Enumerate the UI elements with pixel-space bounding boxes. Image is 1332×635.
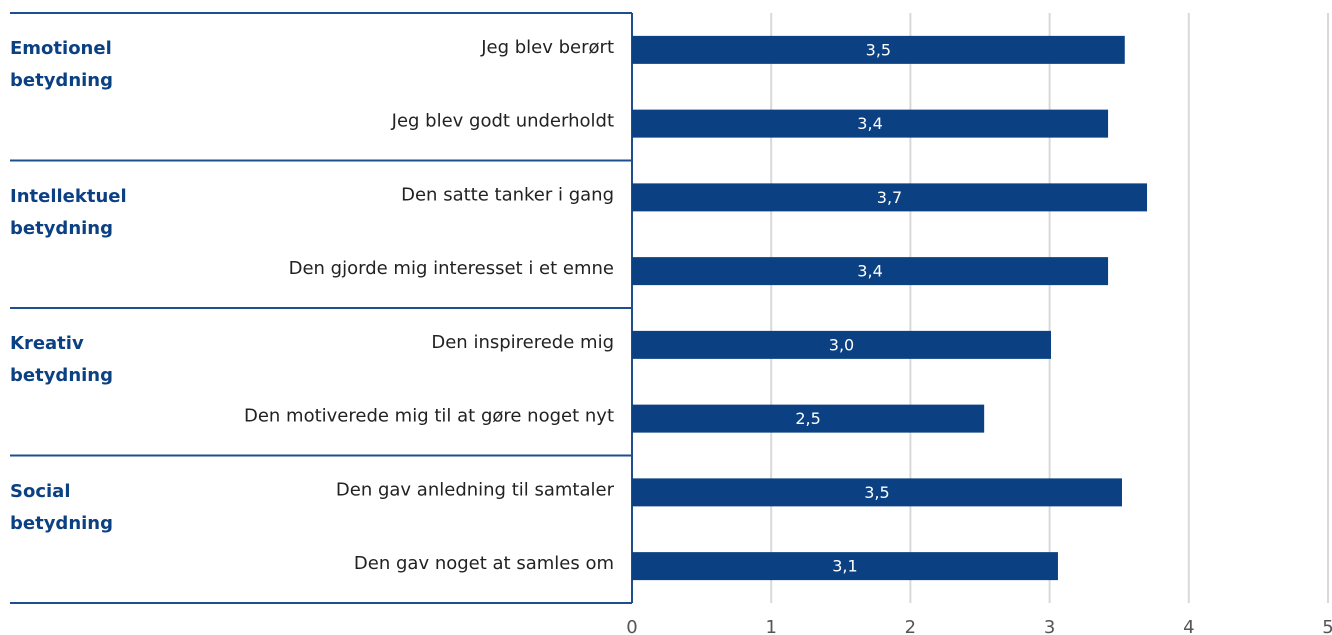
group-label: Emotionel betydning (10, 38, 113, 91)
x-tick-label: 2 (905, 617, 916, 635)
value-label: 3,0 (829, 335, 854, 354)
x-tick-label: 0 (626, 617, 637, 635)
bar (632, 478, 1122, 507)
bar (632, 404, 985, 433)
bar (632, 552, 1058, 581)
value-label: 2,5 (795, 409, 820, 428)
y-tick-label: Jeg blev godt underholdt (391, 111, 614, 132)
y-tick-label: Den satte tanker i gang (401, 184, 614, 205)
y-tick-label: Den gav noget at samles om (354, 553, 614, 574)
x-tick-label: 3 (1044, 617, 1055, 635)
x-tick-label: 1 (765, 617, 776, 635)
bar (632, 257, 1109, 286)
y-tick-label: Jeg blev berørt (480, 37, 614, 58)
value-label: 3,1 (832, 557, 857, 576)
value-label: 3,5 (866, 40, 891, 59)
y-tick-label: Den gjorde mig interesset i et emne (289, 258, 614, 279)
value-label: 3,5 (864, 483, 889, 502)
group-label: Social betydning (10, 480, 113, 534)
bar (632, 35, 1125, 64)
x-tick-label: 5 (1322, 617, 1332, 635)
bar (632, 183, 1148, 212)
bar (632, 330, 1051, 359)
group-label: Kreativ betydning (10, 333, 113, 386)
x-tick-label: 4 (1183, 617, 1194, 635)
value-label: 3,7 (877, 188, 902, 207)
y-tick-label: Den motiverede mig til at gøre noget nyt (244, 406, 614, 427)
bar (632, 109, 1109, 138)
y-tick-label: Den gav anledning til samtaler (336, 479, 615, 500)
value-label: 3,4 (857, 262, 882, 281)
group-label: Intellektuel betydning (10, 185, 127, 239)
y-tick-label: Den inspirerede mig (431, 332, 614, 353)
value-label: 3,4 (857, 114, 882, 133)
